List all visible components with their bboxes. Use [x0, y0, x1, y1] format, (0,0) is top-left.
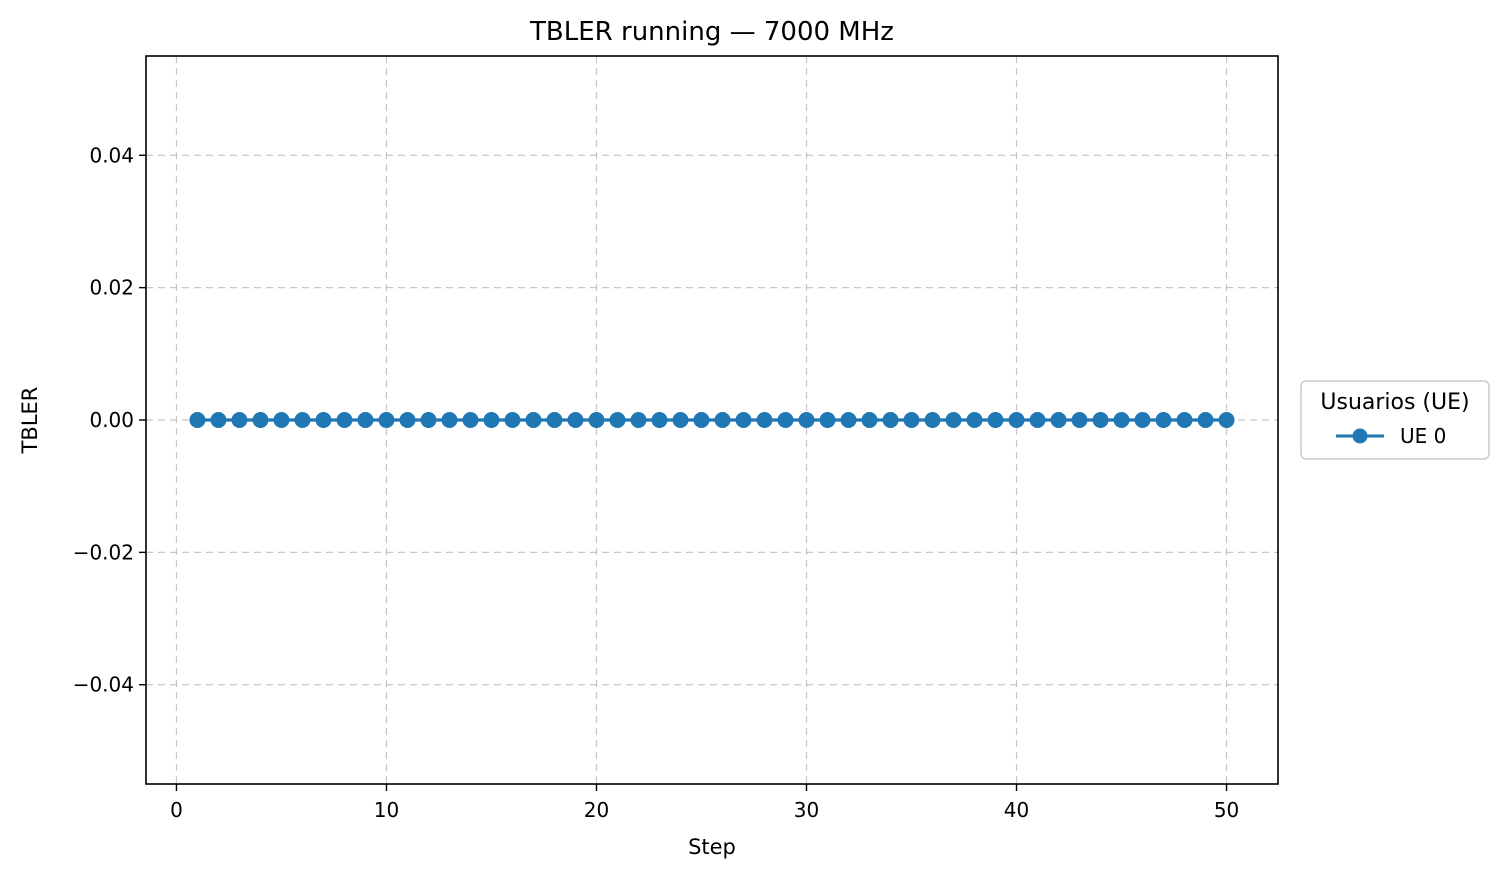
- data-point: [714, 412, 731, 428]
- data-point: [357, 412, 374, 428]
- y-tick-label: −0.04: [73, 673, 134, 697]
- x-axis-ticks: 0 10 20 30 40 50: [170, 784, 1239, 822]
- data-point: [1155, 412, 1172, 428]
- x-tick-label: 30: [794, 798, 819, 822]
- data-point: [966, 412, 983, 428]
- data-point: [567, 412, 584, 428]
- data-point: [441, 412, 458, 428]
- data-point: [924, 412, 941, 428]
- x-tick-label: 50: [1214, 798, 1239, 822]
- data-point: [840, 412, 857, 428]
- data-point: [651, 412, 668, 428]
- y-axis-ticks: 0.04 0.02 0.00 −0.02 −0.04: [73, 143, 146, 697]
- y-tick-label: 0.00: [89, 408, 134, 432]
- data-point: [546, 412, 563, 428]
- data-point: [630, 412, 647, 428]
- data-point: [798, 412, 815, 428]
- data-point: [336, 412, 353, 428]
- data-point: [819, 412, 836, 428]
- data-point: [1008, 412, 1025, 428]
- data-point: [882, 412, 899, 428]
- data-point: [231, 412, 248, 428]
- data-point: [609, 412, 626, 428]
- data-point: [483, 412, 500, 428]
- data-point: [1197, 412, 1214, 428]
- data-point: [588, 412, 605, 428]
- y-tick-label: −0.02: [73, 540, 134, 564]
- x-axis-label: Step: [688, 835, 736, 859]
- data-point: [399, 412, 416, 428]
- data-point: [1113, 412, 1130, 428]
- data-point: [462, 412, 479, 428]
- chart-title: TBLER running — 7000 MHz: [529, 17, 894, 47]
- y-axis-label: TBLER: [18, 387, 42, 455]
- data-point: [672, 412, 689, 428]
- data-point: [903, 412, 920, 428]
- data-point: [1050, 412, 1067, 428]
- data-point: [525, 412, 542, 428]
- y-tick-label: 0.04: [89, 143, 134, 167]
- data-point: [420, 412, 437, 428]
- data-point: [189, 412, 206, 428]
- data-point: [273, 412, 290, 428]
- data-point: [987, 412, 1004, 428]
- legend-series-marker: [1352, 428, 1368, 444]
- legend-title: Usuarios (UE): [1320, 390, 1469, 415]
- legend-series-label: UE 0: [1400, 424, 1446, 448]
- data-point: [945, 412, 962, 428]
- x-tick-label: 0: [170, 798, 183, 822]
- data-point: [1218, 412, 1235, 428]
- data-point: [1029, 412, 1046, 428]
- y-tick-label: 0.02: [89, 276, 134, 300]
- x-tick-label: 40: [1004, 798, 1029, 822]
- data-point: [294, 412, 311, 428]
- series-layer: [189, 412, 1235, 428]
- data-point: [861, 412, 878, 428]
- x-tick-label: 10: [374, 798, 399, 822]
- data-point: [777, 412, 794, 428]
- data-point: [1134, 412, 1151, 428]
- data-point: [693, 412, 710, 428]
- data-point: [1176, 412, 1193, 428]
- data-point: [1071, 412, 1088, 428]
- legend-box: [1300, 380, 1490, 460]
- data-point: [315, 412, 332, 428]
- data-point: [252, 412, 269, 428]
- x-tick-label: 20: [584, 798, 609, 822]
- data-point: [735, 412, 752, 428]
- data-point: [504, 412, 521, 428]
- data-point: [210, 412, 227, 428]
- data-point: [1092, 412, 1109, 428]
- data-point: [378, 412, 395, 428]
- legend: Usuarios (UE) UE 0: [1300, 380, 1490, 460]
- data-point: [756, 412, 773, 428]
